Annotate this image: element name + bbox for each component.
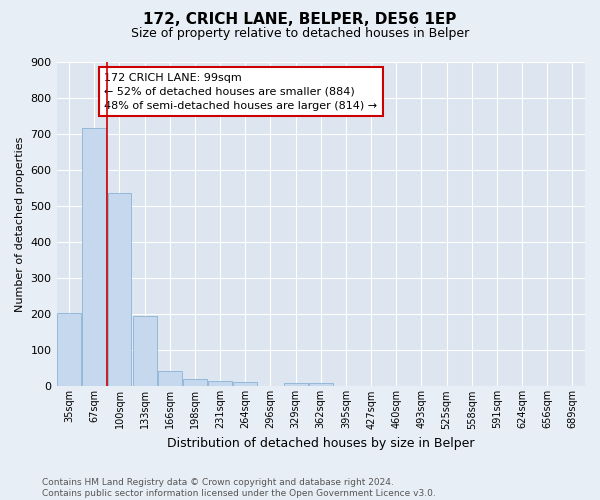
Bar <box>309 383 333 386</box>
Bar <box>57 313 81 386</box>
Text: Contains HM Land Registry data © Crown copyright and database right 2024.
Contai: Contains HM Land Registry data © Crown c… <box>42 478 436 498</box>
Y-axis label: Number of detached properties: Number of detached properties <box>15 136 25 312</box>
Bar <box>233 382 257 386</box>
Bar <box>107 194 131 386</box>
Bar <box>82 128 106 386</box>
Bar <box>133 316 157 386</box>
Text: Size of property relative to detached houses in Belper: Size of property relative to detached ho… <box>131 28 469 40</box>
Text: 172, CRICH LANE, BELPER, DE56 1EP: 172, CRICH LANE, BELPER, DE56 1EP <box>143 12 457 28</box>
Bar <box>183 379 207 386</box>
Bar <box>284 383 308 386</box>
Bar <box>208 381 232 386</box>
Text: 172 CRICH LANE: 99sqm
← 52% of detached houses are smaller (884)
48% of semi-det: 172 CRICH LANE: 99sqm ← 52% of detached … <box>104 73 377 111</box>
Bar <box>158 370 182 386</box>
X-axis label: Distribution of detached houses by size in Belper: Distribution of detached houses by size … <box>167 437 475 450</box>
